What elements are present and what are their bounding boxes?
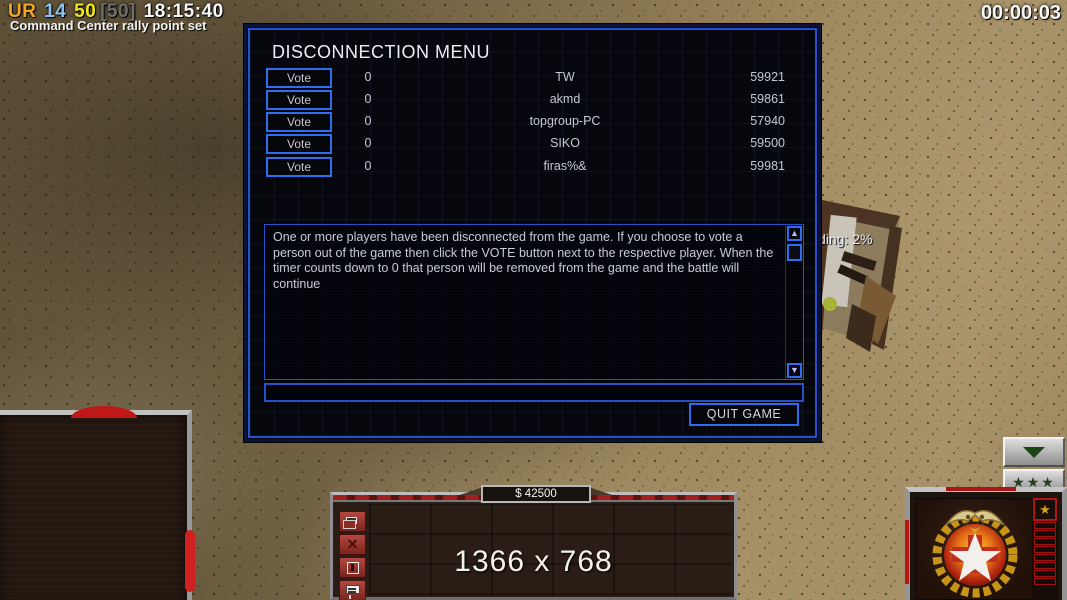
windows-icon [343, 517, 357, 529]
player-ping: 59500 [750, 136, 785, 150]
china-emblem-icon [932, 510, 1018, 598]
radar-red-accent [185, 530, 195, 592]
scrollbar-thumb[interactable] [787, 244, 802, 261]
vote-button[interactable]: Vote [266, 157, 332, 177]
vote-count: 0 [364, 159, 372, 173]
veterancy-segment [1034, 530, 1056, 537]
resolution-overlay: 1366 x 768 [454, 545, 613, 578]
radar-panel[interactable] [0, 406, 195, 600]
billboard-icon [346, 585, 360, 599]
vote-button[interactable]: Vote [266, 90, 332, 110]
building-progress-label: ding: 2% [818, 231, 873, 247]
veterancy-segment [1034, 554, 1056, 561]
vote-count: 0 [364, 136, 372, 150]
player-ping: 57940 [750, 114, 785, 128]
player-ping: 59921 [750, 70, 785, 84]
vote-button[interactable]: Vote [266, 134, 332, 154]
portrait-red-accent [905, 520, 909, 584]
veterancy-segment [1034, 570, 1056, 577]
vote-button[interactable]: Vote [266, 68, 332, 88]
unit-portrait-panel: ★ [905, 487, 1067, 600]
disconnect-message-box: One or more players have been disconnect… [264, 224, 804, 380]
status-message: Command Center rally point set [10, 18, 207, 33]
veterancy-segment [1034, 546, 1056, 553]
player-name: topgroup-PC [529, 114, 601, 128]
construction-building[interactable] [812, 186, 930, 354]
idle-worker-button[interactable] [339, 511, 366, 532]
disconnection-dialog: DISCONNECTION MENU Vote 0 TW 59921 Vote … [248, 28, 817, 438]
player-name: akmd [549, 92, 581, 106]
player-name: firas%& [543, 159, 587, 173]
chevron-down-icon [1023, 446, 1045, 458]
vote-count: 0 [364, 92, 372, 106]
vote-button[interactable]: Vote [266, 112, 332, 132]
veterancy-star-icon: ★ [1033, 498, 1057, 521]
vote-row: Vote 0 TW 59921 [250, 68, 815, 90]
money-display: $ 42500 [481, 485, 591, 503]
player-ping: 59861 [750, 92, 785, 106]
options-button[interactable] [339, 580, 366, 600]
veterancy-segment [1034, 522, 1056, 529]
vote-row: Vote 0 akmd 59861 [250, 90, 815, 112]
player-ping: 59981 [750, 159, 785, 173]
scroll-down-icon[interactable]: ▼ [787, 363, 802, 378]
player-name: SIKO [550, 136, 580, 150]
dialog-title: DISCONNECTION MENU [272, 42, 491, 62]
message-scrollbar[interactable]: ▲ ▼ [785, 225, 803, 379]
veterancy-strip: ★ [1032, 498, 1058, 600]
vote-count: 0 [364, 114, 372, 128]
radar-red-arc [71, 406, 137, 418]
vote-row: Vote 0 firas%& 59981 [250, 157, 815, 179]
command-bar: $ 42500 ✕ 1366 x 768 [330, 485, 737, 600]
veterancy-segment [1034, 562, 1056, 569]
quit-game-button[interactable]: QUIT GAME [689, 403, 799, 426]
scroll-up-icon[interactable]: ▲ [787, 226, 802, 241]
vote-row: Vote 0 topgroup-PC 57940 [250, 112, 815, 134]
match-timer: 00:00:03 [980, 2, 1061, 24]
collapse-button[interactable] [1003, 437, 1065, 467]
chat-input[interactable] [264, 383, 804, 402]
disconnect-message: One or more players have been disconnect… [273, 230, 774, 291]
faction-portrait[interactable] [915, 498, 1033, 600]
vote-count: 0 [364, 70, 372, 84]
portrait-red-accent [946, 487, 1016, 491]
veterancy-segment [1034, 538, 1056, 545]
player-name: TW [555, 70, 575, 84]
veterancy-segment [1034, 578, 1056, 585]
building-graphic [812, 200, 902, 352]
vote-row: Vote 0 SIKO 59500 [250, 134, 815, 156]
